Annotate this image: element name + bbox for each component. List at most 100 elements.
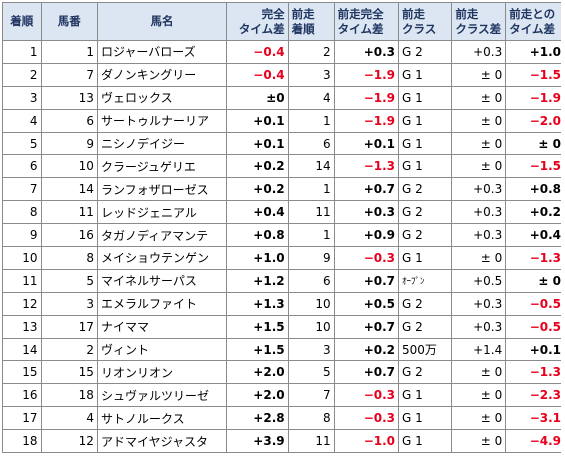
cell-horse-number[interactable]: 3 xyxy=(40,291,98,316)
cell-time-diff[interactable]: +0.4 xyxy=(226,200,289,225)
cell-rank[interactable]: 3 xyxy=(2,85,42,110)
cell-horse-name[interactable]: サトノルークス xyxy=(96,406,228,431)
cell-horse-number[interactable]: 12 xyxy=(40,429,98,454)
cell-class-diff[interactable]: ± 0 xyxy=(451,108,507,133)
cell-horse-name[interactable]: タガノディアマンテ xyxy=(96,223,228,248)
cell-prev-time-diff[interactable]: +0.7 xyxy=(333,268,400,293)
cell-horse-number[interactable]: 8 xyxy=(40,246,98,270)
cell-prev-class[interactable]: G 1 xyxy=(397,406,453,431)
cell-horse-number[interactable]: 18 xyxy=(40,383,98,408)
cell-vs-prev[interactable]: −4.9 xyxy=(505,429,565,454)
cell-prev-time-diff[interactable]: +0.2 xyxy=(333,337,400,362)
cell-prev-rank[interactable]: 1 xyxy=(287,223,335,248)
cell-prev-rank[interactable]: 6 xyxy=(287,268,335,293)
cell-vs-prev[interactable]: −0.5 xyxy=(505,291,565,316)
cell-rank[interactable]: 15 xyxy=(2,360,42,385)
cell-horse-number[interactable]: 17 xyxy=(40,314,98,339)
cell-horse-number[interactable]: 1 xyxy=(40,40,98,64)
cell-prev-time-diff[interactable]: +0.5 xyxy=(333,291,400,316)
cell-prev-class[interactable]: G 1 xyxy=(397,429,453,454)
cell-time-diff[interactable]: +2.0 xyxy=(226,360,289,385)
cell-time-diff[interactable]: +0.1 xyxy=(226,131,289,156)
header-horse-name[interactable]: 馬名 xyxy=(96,2,228,41)
cell-prev-class[interactable]: G 2 xyxy=(397,200,453,225)
cell-class-diff[interactable]: +0.3 xyxy=(451,223,507,248)
cell-horse-number[interactable]: 4 xyxy=(40,406,98,431)
cell-prev-time-diff[interactable]: +0.1 xyxy=(333,131,400,156)
cell-prev-class[interactable]: G 1 xyxy=(397,246,453,270)
cell-prev-class[interactable]: G 1 xyxy=(397,383,453,408)
cell-prev-time-diff[interactable]: +0.3 xyxy=(333,200,400,225)
cell-prev-rank[interactable]: 11 xyxy=(287,429,335,454)
cell-class-diff[interactable]: +0.3 xyxy=(451,177,507,202)
cell-time-diff[interactable]: +1.2 xyxy=(226,268,289,293)
cell-vs-prev[interactable]: ± 0 xyxy=(505,268,565,293)
header-class-diff[interactable]: 前走 クラス差 xyxy=(451,2,507,41)
cell-vs-prev[interactable]: −1.5 xyxy=(505,62,565,87)
cell-vs-prev[interactable]: +0.1 xyxy=(505,337,565,362)
cell-prev-time-diff[interactable]: −0.3 xyxy=(333,383,400,408)
cell-vs-prev[interactable]: +0.2 xyxy=(505,200,565,225)
cell-rank[interactable]: 5 xyxy=(2,131,42,156)
cell-class-diff[interactable]: ± 0 xyxy=(451,85,507,110)
cell-prev-rank[interactable]: 2 xyxy=(287,40,335,64)
cell-prev-rank[interactable]: 3 xyxy=(287,337,335,362)
cell-horse-name[interactable]: ダノンキングリー xyxy=(96,62,228,87)
cell-class-diff[interactable]: ± 0 xyxy=(451,131,507,156)
cell-class-diff[interactable]: +0.5 xyxy=(451,268,507,293)
cell-class-diff[interactable]: ± 0 xyxy=(451,406,507,431)
cell-time-diff[interactable]: −0.4 xyxy=(226,40,289,64)
cell-rank[interactable]: 14 xyxy=(2,337,42,362)
cell-prev-class[interactable]: ｵｰﾌﾟﾝ xyxy=(397,268,453,293)
cell-class-diff[interactable]: ± 0 xyxy=(451,154,507,179)
cell-prev-class[interactable]: G 2 xyxy=(397,360,453,385)
cell-horse-name[interactable]: エメラルファイト xyxy=(96,291,228,316)
cell-horse-name[interactable]: マイネルサーパス xyxy=(96,268,228,293)
cell-time-diff[interactable]: +0.2 xyxy=(226,154,289,179)
cell-class-diff[interactable]: +0.3 xyxy=(451,314,507,339)
cell-class-diff[interactable]: +0.3 xyxy=(451,200,507,225)
cell-class-diff[interactable]: ± 0 xyxy=(451,62,507,87)
cell-prev-class[interactable]: G 1 xyxy=(397,85,453,110)
header-horse-number[interactable]: 馬番 xyxy=(40,2,98,41)
cell-vs-prev[interactable]: −0.5 xyxy=(505,314,565,339)
cell-prev-time-diff[interactable]: −1.0 xyxy=(333,429,400,454)
cell-time-diff[interactable]: −0.4 xyxy=(226,62,289,87)
cell-prev-class[interactable]: 500万 xyxy=(397,337,453,362)
cell-horse-number[interactable]: 2 xyxy=(40,337,98,362)
cell-prev-rank[interactable]: 9 xyxy=(287,246,335,270)
cell-horse-name[interactable]: ニシノデイジー xyxy=(96,131,228,156)
cell-horse-number[interactable]: 10 xyxy=(40,154,98,179)
cell-horse-name[interactable]: レッドジェニアル xyxy=(96,200,228,225)
cell-time-diff[interactable]: +0.1 xyxy=(226,108,289,133)
cell-class-diff[interactable]: ± 0 xyxy=(451,360,507,385)
cell-rank[interactable]: 8 xyxy=(2,200,42,225)
cell-prev-time-diff[interactable]: −0.3 xyxy=(333,406,400,431)
cell-prev-rank[interactable]: 1 xyxy=(287,108,335,133)
cell-prev-rank[interactable]: 10 xyxy=(287,314,335,339)
cell-prev-class[interactable]: G 1 xyxy=(397,62,453,87)
cell-horse-number[interactable]: 5 xyxy=(40,268,98,293)
cell-horse-name[interactable]: ランフォザローゼス xyxy=(96,177,228,202)
cell-rank[interactable]: 7 xyxy=(2,177,42,202)
cell-horse-name[interactable]: クラージュゲリエ xyxy=(96,154,228,179)
cell-rank[interactable]: 9 xyxy=(2,223,42,248)
cell-rank[interactable]: 1 xyxy=(2,40,42,64)
cell-vs-prev[interactable]: −1.3 xyxy=(505,246,565,270)
cell-horse-number[interactable]: 14 xyxy=(40,177,98,202)
cell-horse-number[interactable]: 13 xyxy=(40,85,98,110)
cell-rank[interactable]: 11 xyxy=(2,268,42,293)
cell-class-diff[interactable]: ± 0 xyxy=(451,383,507,408)
cell-prev-rank[interactable]: 10 xyxy=(287,291,335,316)
header-prev-rank[interactable]: 前走 着順 xyxy=(287,2,335,41)
cell-rank[interactable]: 2 xyxy=(2,62,42,87)
header-vs-prev[interactable]: 前走との タイム差 xyxy=(505,2,565,41)
cell-rank[interactable]: 6 xyxy=(2,154,42,179)
cell-rank[interactable]: 18 xyxy=(2,429,42,454)
cell-horse-number[interactable]: 16 xyxy=(40,223,98,248)
cell-time-diff[interactable]: +1.0 xyxy=(226,246,289,270)
cell-prev-class[interactable]: G 2 xyxy=(397,291,453,316)
header-prev-class[interactable]: 前走 クラス xyxy=(397,2,453,41)
cell-time-diff[interactable]: +2.0 xyxy=(226,383,289,408)
cell-time-diff[interactable]: +1.5 xyxy=(226,314,289,339)
